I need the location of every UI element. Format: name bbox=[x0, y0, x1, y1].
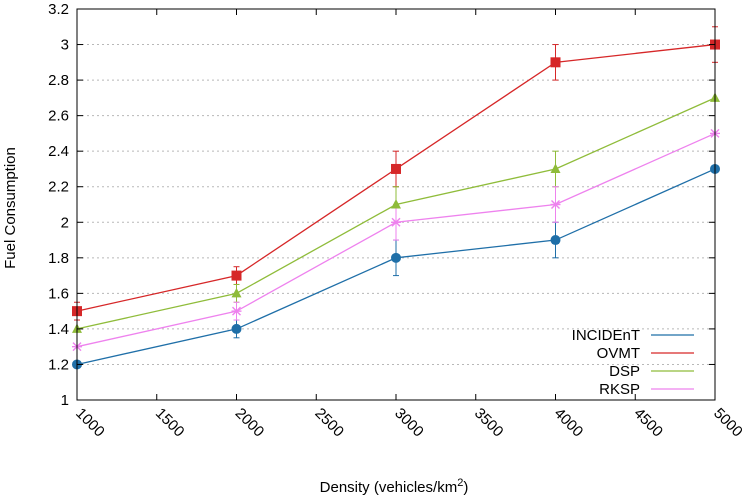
y-tick-label: 1.8 bbox=[48, 250, 69, 267]
data-point-ovmt bbox=[231, 270, 242, 281]
data-point-ovmt bbox=[550, 57, 561, 68]
y-tick-label: 3.2 bbox=[48, 1, 69, 18]
x-axis-label-text: Density (vehicles/km bbox=[320, 479, 458, 496]
x-axis-label-superscript: 2 bbox=[457, 477, 463, 489]
x-tick-label: 3500 bbox=[471, 405, 507, 441]
data-point-ovmt bbox=[391, 163, 401, 174]
x-tick-label: 5000 bbox=[710, 405, 742, 441]
y-axis-label: Fuel Consumption bbox=[2, 147, 19, 269]
y-tick-label: 2 bbox=[61, 214, 69, 231]
data-point-dsp bbox=[550, 163, 561, 173]
y-axis-ticks: 1 1.2 1.4 1.6 1.8 2 2.2 2.4 2.6 2.8 3 3.2 bbox=[48, 1, 715, 409]
y-tick-label: 1 bbox=[61, 392, 69, 409]
y-tick-label: 1.2 bbox=[48, 356, 69, 373]
y-tick-label: 2.4 bbox=[48, 143, 69, 160]
data-point-incident bbox=[391, 252, 401, 263]
x-tick-label: 4000 bbox=[551, 405, 587, 441]
data-point-incident bbox=[550, 235, 561, 246]
y-tick-label: 3 bbox=[61, 37, 69, 54]
y-tick-label: 2.6 bbox=[48, 108, 69, 125]
legend-label-dsp: DSP bbox=[609, 363, 640, 380]
data-point-dsp bbox=[231, 287, 242, 298]
data-point-dsp bbox=[391, 199, 401, 209]
data-point-rksp-stroke bbox=[232, 306, 241, 316]
x-tick-label: 2000 bbox=[232, 405, 268, 441]
data-point-rksp-stroke bbox=[551, 200, 560, 209]
y-tick-label: 1.6 bbox=[48, 285, 69, 302]
x-axis-label-suffix: ) bbox=[463, 479, 468, 496]
x-axis-ticks: 1000 1500 2000 2500 3000 3500 4000 4500 5000 bbox=[72, 9, 742, 440]
legend-label-incident: INCIDEnT bbox=[572, 327, 640, 344]
data-point-rksp bbox=[391, 217, 401, 227]
legend-label-ovmt: OVMT bbox=[597, 345, 640, 362]
legend-label-rksp: RKSP bbox=[599, 381, 640, 398]
data-point-rksp bbox=[550, 200, 561, 209]
y-tick-label: 2.2 bbox=[48, 179, 69, 196]
x-tick-label: 3000 bbox=[391, 405, 427, 441]
x-tick-label: 2500 bbox=[311, 405, 347, 441]
x-tick-label: 1500 bbox=[152, 405, 188, 441]
grid-lines bbox=[77, 44, 715, 365]
y-tick-label: 1.4 bbox=[48, 321, 69, 338]
x-tick-label: 1000 bbox=[72, 405, 108, 441]
data-point-rksp-stroke bbox=[391, 217, 401, 227]
x-tick-label: 4500 bbox=[630, 405, 666, 441]
x-axis-label: Density (vehicles/km2) bbox=[320, 477, 469, 496]
error-bars bbox=[74, 26, 718, 339]
data-point-rksp bbox=[231, 306, 242, 316]
series-markers bbox=[72, 39, 720, 370]
y-tick-label: 2.8 bbox=[48, 72, 69, 89]
data-point-incident bbox=[231, 323, 242, 334]
